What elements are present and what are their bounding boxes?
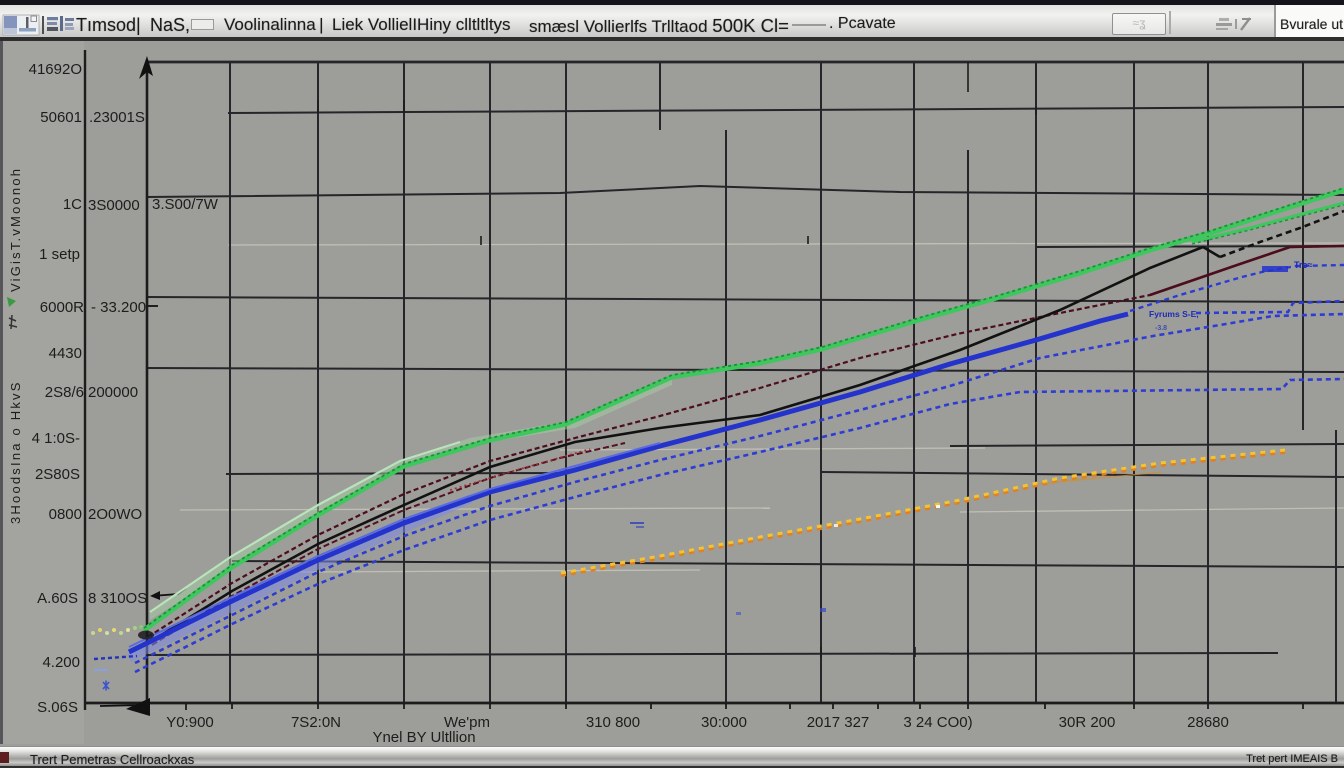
svg-text:Ynel BY Ultllion: Ynel BY Ultllion	[372, 729, 475, 746]
svg-text:6000R: 6000R	[40, 299, 84, 316]
svg-text:3HoodsIna o HkvS: 3HoodsIna o HkvS	[8, 380, 23, 524]
svg-text:8 310OS: 8 310OS	[88, 590, 147, 607]
svg-text:200000: 200000	[88, 384, 138, 401]
svg-text:A.60S: A.60S	[37, 590, 78, 607]
svg-text:2S8/6: 2S8/6	[45, 384, 84, 401]
svg-text:We'pm: We'pm	[444, 714, 490, 731]
svg-text:4430: 4430	[49, 345, 82, 362]
svg-text:2S80S: 2S80S	[35, 466, 80, 483]
svg-text:S.06S: S.06S	[37, 699, 78, 716]
svg-text:Fyrums S-E,: Fyrums S-E,	[1149, 309, 1199, 319]
svg-text:0800: 0800	[49, 506, 82, 523]
svg-text:2017 327: 2017 327	[807, 714, 870, 731]
svg-text:1C: 1C	[63, 196, 82, 213]
svg-text:- 33.200: - 33.200	[91, 299, 146, 316]
svg-text:1 setp: 1 setp	[39, 246, 80, 263]
svg-text:Tre≈: Tre≈	[1294, 260, 1313, 270]
svg-text:2O0WO: 2O0WO	[88, 506, 142, 523]
svg-text:4.200: 4.200	[42, 654, 80, 671]
svg-text:7S2:0N: 7S2:0N	[291, 714, 341, 731]
svg-text:.23001S: .23001S	[89, 109, 145, 126]
svg-text:50601: 50601	[40, 109, 82, 126]
svg-text:ViGisT.vMoonoh: ViGisT.vMoonoh	[8, 167, 23, 292]
svg-text:41692O: 41692O	[29, 61, 82, 78]
svg-text:30:000: 30:000	[701, 714, 747, 731]
svg-text:28680: 28680	[1187, 714, 1229, 731]
svg-text:Y0:900: Y0:900	[166, 714, 214, 731]
svg-text:4 1:0S-: 4 1:0S-	[32, 430, 80, 447]
svg-text:3.S00/7W: 3.S00/7W	[152, 196, 219, 213]
svg-text:310 800: 310 800	[586, 714, 640, 731]
svg-text:3 24 CO0): 3 24 CO0)	[903, 714, 972, 731]
svg-text:3S0000: 3S0000	[88, 197, 140, 214]
svg-text:-3.8: -3.8	[1155, 325, 1167, 332]
svg-text:30R 200: 30R 200	[1059, 714, 1116, 731]
